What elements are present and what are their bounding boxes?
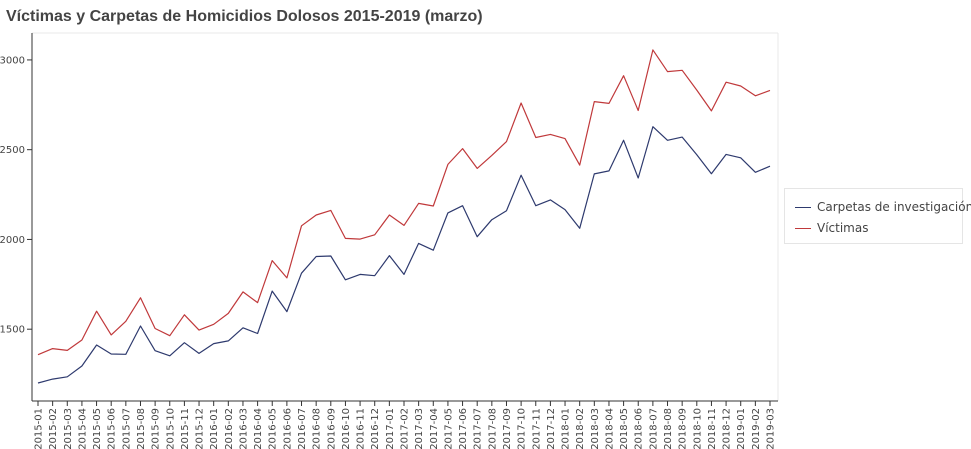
x-tick-label: 2016-06 [282,408,293,449]
x-tick-label: 2018-02 [575,408,586,449]
x-tick-label: 2016-04 [253,408,264,449]
x-tick-label: 2017-12 [546,408,557,449]
x-tick-label: 2018-12 [722,408,733,449]
legend: Carpetas de investigación Víctimas [784,188,971,244]
series-line-victimas [37,49,771,356]
x-tick-label: 2018-11 [707,408,718,449]
x-tick-label: 2017-06 [458,408,469,449]
x-tick-label: 2017-05 [443,408,454,449]
x-tick-label: 2015-05 [92,408,103,449]
legend-label-victimas: Víctimas [817,221,869,235]
x-tick-label: 2018-08 [663,408,674,449]
y-tick-label: 3000 [0,55,25,66]
x-tick-label: 2019-02 [751,408,762,449]
x-tick-label: 2018-06 [634,408,645,449]
x-tick-label: 2018-07 [648,408,659,449]
x-tick-label: 2018-03 [590,408,601,449]
x-tick-label: 2015-03 [63,408,74,449]
x-tick-label: 2017-04 [429,408,440,449]
x-tick-label: 2017-11 [531,408,542,449]
x-tick-label: 2016-09 [326,408,337,449]
x-tick-label: 2015-07 [121,408,132,449]
legend-item-victimas[interactable]: Víctimas [795,220,868,236]
x-tick-label: 2016-12 [370,408,381,449]
series-line-carpetas [37,126,771,384]
x-tick-label: 2018-10 [692,408,703,449]
x-tick-label: 2015-02 [48,408,59,449]
x-tick-label: 2017-09 [502,408,513,449]
chart-title: Víctimas y Carpetas de Homicidios Doloso… [6,8,483,25]
x-tick-label: 2015-06 [107,408,118,449]
x-tick-label: 2016-01 [209,408,220,449]
x-tick-label: 2017-02 [400,408,411,449]
legend-swatch-victimas [795,227,811,229]
x-tick-label: 2017-10 [517,408,528,449]
x-tick-label: 2017-08 [487,408,498,449]
y-tick-label: 1500 [0,325,25,336]
x-tick-label: 2018-05 [619,408,630,449]
x-tick-label: 2016-03 [238,408,249,449]
x-tick-label: 2015-10 [165,408,176,449]
x-tick-label: 2016-08 [312,408,323,449]
legend-item-carpetas[interactable]: Carpetas de investigación [795,199,971,215]
legend-label-carpetas: Carpetas de investigación [817,200,971,214]
x-tick-label: 2015-01 [34,408,45,449]
x-tick-label: 2018-01 [561,408,572,449]
legend-swatch-carpetas [795,206,811,208]
x-tick-label: 2017-01 [385,408,396,449]
x-tick-label: 2017-03 [414,408,425,449]
x-tick-label: 2016-02 [224,408,235,449]
x-tick-label: 2015-12 [195,408,206,449]
x-tick-label: 2016-10 [341,408,352,449]
x-tick-label: 2015-04 [77,408,88,449]
x-tick-label: 2019-01 [736,408,747,449]
y-tick-label: 2500 [0,145,25,156]
x-tick-label: 2018-04 [604,408,615,449]
x-tick-label: 2015-11 [180,408,191,449]
x-tick-label: 2019-03 [766,408,777,449]
x-tick-label: 2015-09 [151,408,162,449]
x-tick-label: 2016-07 [297,408,308,449]
y-tick-label: 2000 [0,235,25,246]
x-tick-label: 2015-08 [136,408,147,449]
x-tick-label: 2018-09 [678,408,689,449]
x-tick-label: 2017-07 [473,408,484,449]
x-tick-label: 2016-05 [268,408,279,449]
x-tick-label: 2016-11 [356,408,367,449]
